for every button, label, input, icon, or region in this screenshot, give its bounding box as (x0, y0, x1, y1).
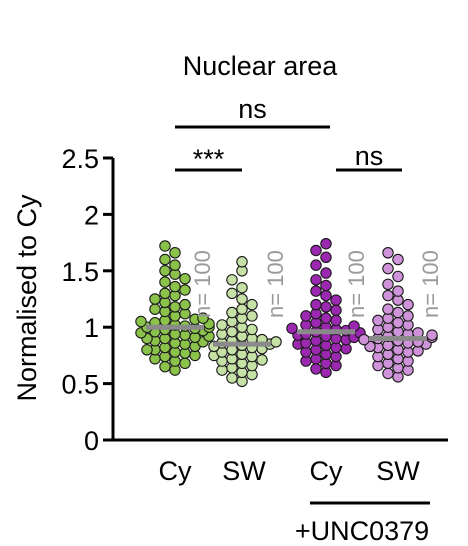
data-point (270, 336, 282, 348)
data-point (310, 285, 322, 297)
data-point (159, 240, 171, 252)
data-point (246, 323, 258, 336)
data-point (169, 259, 181, 271)
data-point (135, 315, 147, 328)
significance-brackets: *** ns ns (175, 94, 402, 174)
data-point (216, 319, 228, 331)
data-point (330, 294, 342, 306)
data-point (149, 293, 161, 305)
data-point (330, 304, 342, 317)
x-tick-label: Cy (310, 456, 343, 486)
data-point (330, 314, 342, 327)
data-point (226, 372, 238, 384)
n-label: n= 100 (190, 250, 215, 318)
y-tick-label: 2 (84, 200, 99, 230)
data-point (320, 289, 332, 302)
data-point (382, 262, 394, 275)
data-point (358, 333, 370, 346)
n-labels: n= 100 n= 100 n= 100 n= 100 (190, 250, 443, 318)
significance-label: ns (355, 141, 384, 171)
data-point (236, 303, 248, 315)
data-point (426, 329, 438, 341)
data-point (382, 289, 394, 302)
data-point (179, 284, 191, 296)
y-tick-label: 0.5 (61, 370, 99, 400)
data-point (159, 276, 171, 288)
data-point (179, 272, 191, 285)
x-tick-label: SW (222, 456, 266, 486)
x-tick-label: SW (376, 456, 420, 486)
y-tick-label: 1 (84, 313, 99, 343)
data-point (159, 265, 171, 277)
significance-label: ns (238, 94, 267, 124)
n-label: n= 100 (263, 250, 288, 318)
data-point (169, 301, 181, 313)
mean-bars (146, 324, 427, 347)
data-point (169, 247, 181, 259)
data-point (382, 367, 394, 380)
data-point (310, 274, 322, 286)
data-point (226, 306, 238, 319)
y-tick-label: 2.5 (61, 144, 99, 174)
data-point (179, 298, 191, 311)
x-tick-labels: Cy SW Cy SW (159, 456, 421, 486)
data-point (226, 325, 238, 338)
data-point (159, 360, 171, 373)
data-point (320, 301, 332, 313)
data-point (320, 312, 332, 324)
data-point (402, 298, 414, 311)
data-point (392, 316, 404, 329)
data-point (402, 310, 414, 322)
data-point (320, 251, 332, 264)
data-point (246, 310, 258, 322)
data-point (141, 344, 153, 356)
group-label: +UNC0379 (295, 516, 429, 546)
data-points (135, 237, 438, 388)
data-point (179, 357, 191, 370)
data-point (310, 298, 322, 311)
data-point (382, 278, 394, 291)
chart-title: Nuclear area (183, 51, 339, 81)
n-label: n= 100 (418, 250, 443, 318)
data-point (320, 279, 332, 292)
data-point (392, 306, 404, 319)
data-point (236, 281, 248, 294)
data-point (320, 267, 332, 279)
data-point (159, 287, 171, 300)
data-point (310, 363, 322, 375)
data-point (286, 322, 298, 335)
data-point (256, 354, 268, 366)
data-point (382, 303, 394, 315)
data-point (197, 312, 209, 324)
data-point (236, 293, 248, 305)
y-tick-label: 1.5 (61, 257, 99, 287)
y-axis-label: Normalised to Cy (12, 194, 42, 402)
data-point (159, 253, 171, 266)
data-point (310, 259, 322, 271)
data-point (236, 256, 248, 268)
data-point (226, 274, 238, 286)
data-point (149, 303, 161, 315)
data-point (226, 287, 238, 300)
data-point (310, 244, 322, 257)
data-point (392, 253, 404, 266)
data-point (382, 247, 394, 259)
x-tick-label: Cy (159, 456, 192, 486)
data-point (372, 314, 384, 327)
data-point (300, 310, 312, 322)
y-ticks: 0 0.5 1 1.5 2 2.5 (61, 144, 113, 456)
data-point (320, 237, 332, 250)
data-point (246, 298, 258, 311)
y-tick-label: 0 (84, 426, 99, 456)
n-label: n= 100 (344, 250, 369, 318)
data-point (392, 285, 404, 297)
data-point (392, 270, 404, 283)
significance-label: *** (193, 144, 225, 174)
data-point (169, 280, 181, 293)
